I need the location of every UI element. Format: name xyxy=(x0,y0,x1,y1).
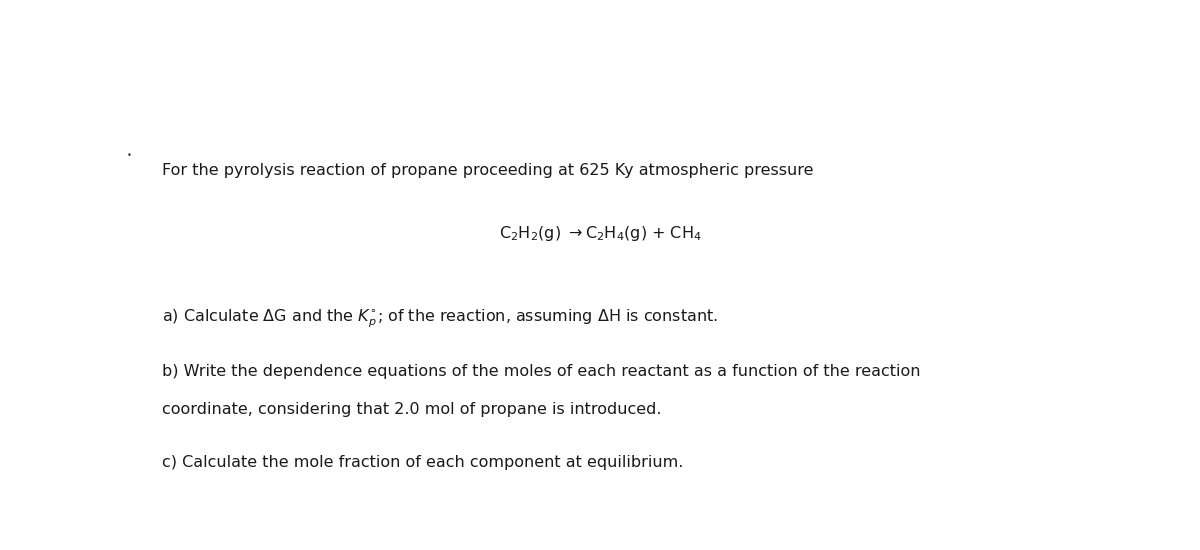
Text: $\mathrm{C_2H_2(g)}$ $\rightarrow$$\mathrm{C_2H_4(g)}$ + $\mathrm{CH_4}$: $\mathrm{C_2H_2(g)}$ $\rightarrow$$\math… xyxy=(499,224,701,243)
Text: coordinate, considering that 2.0 mol of propane is introduced.: coordinate, considering that 2.0 mol of … xyxy=(162,402,661,417)
Text: For the pyrolysis reaction of propane proceeding at 625 Ky atmospheric pressure: For the pyrolysis reaction of propane pr… xyxy=(162,163,814,178)
Text: c) Calculate the mole fraction of each component at equilibrium.: c) Calculate the mole fraction of each c… xyxy=(162,454,683,470)
Text: •: • xyxy=(127,151,132,160)
Text: a) Calculate $\Delta$G and the $\mathit{K}_{p}^{\circ}$; of the reaction, assumi: a) Calculate $\Delta$G and the $\mathit{… xyxy=(162,308,718,330)
Text: b) Write the dependence equations of the moles of each reactant as a function of: b) Write the dependence equations of the… xyxy=(162,364,920,379)
